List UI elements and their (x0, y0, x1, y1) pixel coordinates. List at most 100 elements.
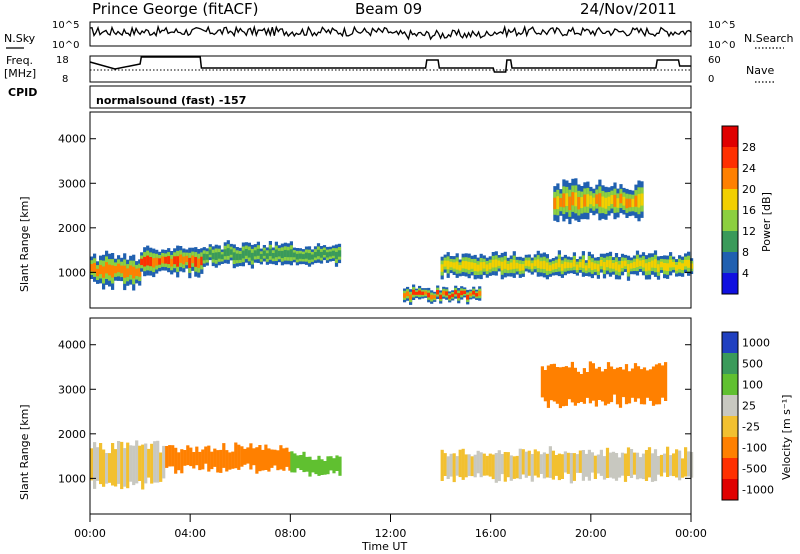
velocity-cell (545, 453, 549, 478)
power-cell (409, 294, 413, 300)
velocity-cell (159, 452, 163, 482)
velocity-cell (572, 453, 576, 481)
velocity-colorbar: 1000 500 100 25 -25 -100 -500 -1000 (721, 331, 774, 501)
velocity-cell (678, 450, 682, 481)
velocity-cell (687, 451, 691, 477)
velocity-cell (596, 454, 600, 474)
colorbar-tick-label: 500 (742, 358, 763, 371)
power-cell (527, 260, 531, 267)
power-cell (455, 261, 459, 270)
velocity-cell (524, 451, 528, 478)
power-cell (656, 264, 661, 272)
xtick-label: 04:00 (174, 527, 206, 540)
power-cell (403, 293, 407, 298)
velocity-cell (93, 442, 97, 489)
power-cell (164, 256, 168, 264)
velocity-cell (546, 365, 550, 408)
velocity-cell (515, 455, 519, 479)
power-cell (482, 262, 486, 269)
colorbar-tick-label: 28 (742, 141, 756, 154)
velocity-cell (132, 445, 136, 486)
power-cell (598, 193, 602, 207)
velocity-cell (246, 447, 250, 464)
power-cell (457, 293, 461, 299)
velocity-cell (308, 456, 312, 477)
velocity-cell (449, 453, 453, 477)
power-cell (418, 290, 422, 295)
velocity-cell (549, 364, 553, 401)
velocity-cell (446, 456, 450, 479)
velocity-cell (635, 452, 640, 480)
cpid-label: CPID (8, 86, 37, 99)
power-cell (644, 263, 649, 272)
power-cell (586, 194, 590, 207)
velocity-cell (648, 369, 653, 401)
velocity-cell (311, 459, 315, 473)
velocity-cell (111, 443, 115, 486)
power-colorbar-label: Power [dB] (760, 192, 773, 252)
power-cell (592, 197, 596, 207)
power-ylabel: Slant Range [km] (18, 196, 31, 292)
power-cell (607, 196, 611, 206)
velocity-cell (144, 443, 148, 484)
power-cell (176, 256, 180, 267)
velocity-cell (252, 448, 256, 466)
power-cell (515, 262, 519, 269)
velocity-cell (503, 452, 507, 482)
power-cell (449, 261, 453, 268)
power-cell (247, 250, 251, 258)
velocity-cell (213, 448, 217, 467)
velocity-cell (299, 455, 303, 470)
velocity-cell (264, 444, 268, 470)
velocity-cell (594, 368, 598, 407)
velocity-cell (582, 368, 586, 404)
velocity-cell (323, 461, 327, 475)
power-cell (509, 262, 513, 270)
power-panel: 4000 3000 2000 1000 Slant Range [km] 28 24 20… (18, 111, 773, 309)
power-cell (559, 198, 563, 207)
power-cell (319, 251, 324, 258)
power-cell (322, 250, 327, 255)
power-cell (581, 259, 585, 269)
power-cell (521, 264, 525, 271)
velocity-cell (614, 453, 619, 481)
velocity-cell (150, 443, 154, 484)
velocity-cell (302, 451, 306, 473)
velocity-cell (617, 457, 622, 478)
power-cell (634, 195, 638, 207)
velocity-cell (554, 455, 558, 476)
velocity-cell (636, 366, 641, 399)
velocity-cell (551, 450, 555, 480)
velocity-cell (440, 449, 444, 481)
power-cell (277, 250, 281, 257)
power-cell (205, 254, 209, 260)
power-cell (244, 249, 248, 256)
velocity-cell (587, 449, 591, 481)
velocity-cell (189, 447, 193, 467)
power-cell (545, 262, 549, 271)
power-cell (274, 249, 278, 258)
velocity-cell (542, 452, 546, 479)
noise-right-tick-top: 10^5 (708, 20, 735, 31)
power-cell (140, 258, 144, 266)
colorbar-segment (722, 273, 738, 295)
velocity-cell (243, 448, 247, 465)
colorbar-frame (721, 125, 739, 295)
velocity-cell (123, 448, 127, 487)
velocity-cell (570, 361, 574, 403)
power-cell (599, 260, 603, 267)
power-cell (675, 264, 679, 271)
power-cell (226, 248, 230, 256)
power-cell (475, 293, 479, 297)
velocity-cell (443, 453, 447, 476)
velocity-cell (192, 452, 196, 469)
power-cell (120, 265, 124, 274)
power-cell (161, 256, 165, 264)
power-cell (325, 252, 330, 258)
velocity-cell (630, 368, 635, 398)
velocity-cell (464, 454, 468, 478)
power-cell (467, 261, 471, 270)
power-cell (301, 254, 306, 260)
colorbar-segment (722, 126, 738, 148)
power-cell (575, 264, 579, 270)
